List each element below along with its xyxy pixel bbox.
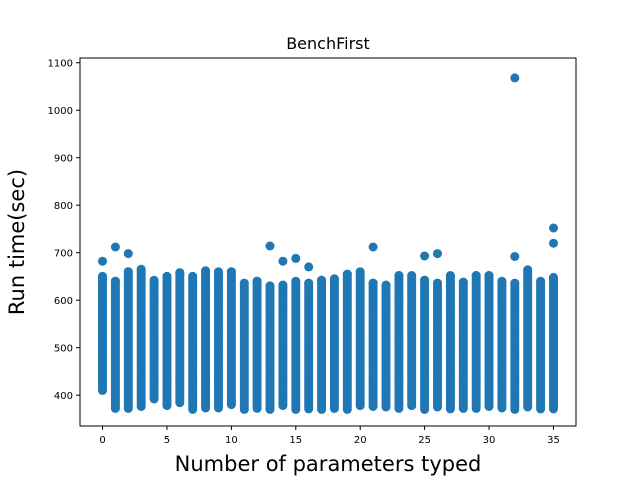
scatter-point: [458, 277, 468, 287]
scatter-point: [304, 262, 314, 272]
scatter-point: [523, 265, 533, 275]
x-axis-ticks: 0 5 10 15 20 25 30 35: [99, 426, 560, 446]
scatter-point: [342, 269, 352, 279]
scatter-point: [510, 252, 520, 261]
x-tick-label: 20: [354, 435, 367, 446]
scatter-point: [110, 276, 120, 286]
scatter-point: [291, 276, 301, 286]
scatter-point: [201, 266, 211, 276]
data-points: [98, 73, 558, 414]
scatter-point: [317, 275, 327, 285]
scatter-point: [510, 73, 520, 83]
scatter-point: [149, 275, 159, 285]
x-axis-label: Number of parameters typed: [175, 452, 482, 476]
scatter-point: [381, 280, 391, 290]
scatter-point: [549, 223, 558, 233]
scatter-point: [214, 267, 223, 277]
scatter-point: [536, 276, 546, 286]
y-tick-label: 700: [54, 249, 73, 260]
scatter-point: [265, 241, 275, 251]
scatter-point: [239, 278, 249, 288]
scatter-point: [420, 275, 430, 285]
scatter-point: [98, 271, 107, 281]
x-tick-label: 5: [164, 435, 170, 446]
scatter-point: [291, 253, 301, 263]
y-axis-label: Run time(sec): [5, 169, 29, 315]
scatter-point: [368, 278, 378, 288]
scatter-point: [445, 271, 455, 280]
scatter-point: [407, 271, 417, 280]
x-tick-label: 25: [418, 435, 431, 446]
scatter-point: [329, 274, 339, 284]
y-tick-label: 1100: [48, 59, 73, 70]
scatter-point: [420, 251, 430, 261]
plot-frame: [79, 57, 577, 427]
scatter-point: [394, 271, 404, 280]
scatter-point: [278, 256, 288, 266]
scatter-point: [98, 256, 107, 266]
scatter-point: [497, 276, 507, 286]
y-axis-ticks: 400 500 600 700 800 900 1000 1100: [48, 59, 80, 402]
scatter-point: [510, 278, 520, 288]
x-tick-label: 10: [225, 435, 238, 446]
scatter-point: [123, 267, 133, 277]
scatter-point: [110, 242, 120, 252]
x-tick-label: 35: [547, 435, 560, 446]
scatter-point: [471, 271, 481, 280]
y-tick-label: 900: [54, 154, 73, 165]
x-tick-label: 15: [289, 435, 302, 446]
y-tick-label: 800: [54, 201, 73, 212]
scatter-point: [433, 249, 442, 259]
scatter-point: [433, 278, 442, 288]
scatter-point: [265, 281, 275, 291]
scatter-point: [368, 242, 378, 252]
scatter-point: [162, 271, 172, 281]
scatter-point: [123, 249, 133, 259]
scatter-point: [355, 267, 365, 277]
scatter-point: [304, 278, 314, 288]
y-tick-label: 1000: [48, 106, 73, 117]
scatter-point: [188, 271, 198, 281]
scatter-point: [252, 276, 262, 286]
y-tick-label: 400: [54, 391, 73, 402]
chart-title: BenchFirst: [286, 34, 370, 53]
scatter-point: [226, 267, 236, 277]
scatter-point: [484, 271, 494, 280]
x-tick-label: 30: [483, 435, 496, 446]
scatter-point: [549, 238, 558, 248]
scatter-point: [136, 264, 146, 274]
scatter-point: [278, 280, 288, 290]
scatter-point: [175, 268, 185, 278]
y-tick-label: 500: [54, 344, 73, 355]
scatter-point: [549, 272, 558, 282]
x-tick-label: 0: [99, 435, 105, 446]
y-tick-label: 600: [54, 296, 73, 307]
